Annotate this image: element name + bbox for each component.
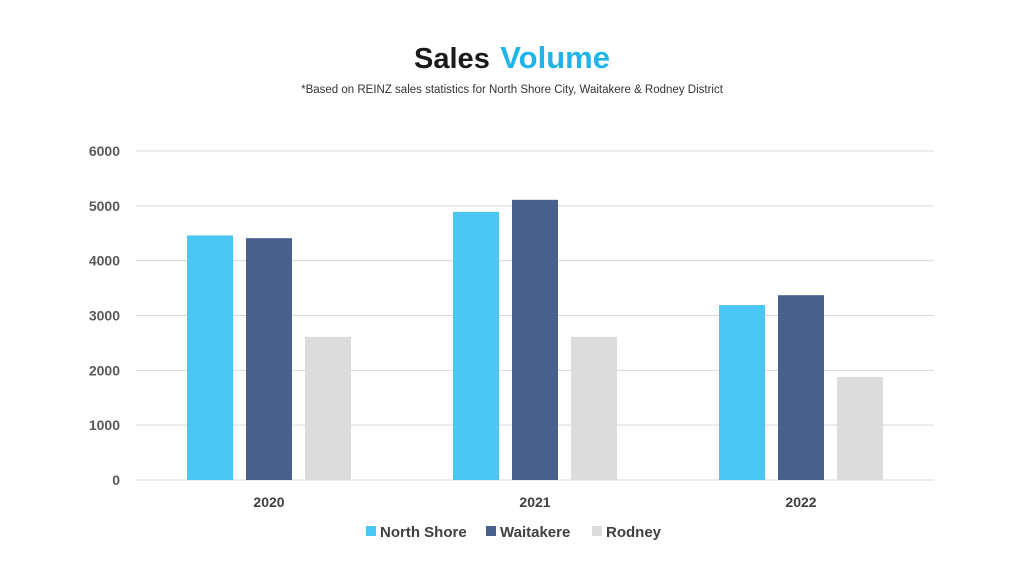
- y-tick-label: 3000: [89, 308, 120, 324]
- bar-rodney-2020: [305, 336, 351, 480]
- bars: [187, 199, 883, 481]
- chart-title-part1: Sales: [414, 43, 490, 75]
- x-axis-ticks: 2020 2021 2022: [253, 494, 816, 510]
- legend-swatch-north-shore: [366, 526, 376, 536]
- y-tick-label: 6000: [89, 143, 120, 159]
- legend: North Shore Waitakere Rodney: [366, 524, 662, 541]
- bar-north-shore-2022: [719, 305, 765, 480]
- bar-waitakere-2022: [778, 295, 824, 480]
- legend-swatch-waitakere: [486, 526, 496, 536]
- legend-label-north-shore: North Shore: [380, 524, 467, 541]
- legend-label-rodney: Rodney: [606, 524, 662, 541]
- y-tick-label: 1000: [89, 417, 120, 433]
- chart-title: Sales Volume: [414, 40, 610, 75]
- bar-north-shore-2020: [187, 235, 233, 480]
- y-tick-label: 4000: [89, 253, 120, 269]
- x-tick-label: 2020: [253, 494, 284, 510]
- y-tick-label: 0: [112, 472, 120, 488]
- y-tick-label: 2000: [89, 362, 120, 378]
- chart-subtitle: *Based on REINZ sales statistics for Nor…: [301, 84, 724, 96]
- bar-waitakere-2020: [246, 238, 292, 480]
- x-tick-label: 2022: [785, 494, 816, 510]
- bar-north-shore-2021: [453, 211, 499, 481]
- bar-rodney-2022: [837, 376, 883, 480]
- x-tick-label: 2021: [519, 494, 550, 510]
- bar-waitakere-2021: [512, 199, 558, 480]
- legend-swatch-rodney: [592, 526, 602, 536]
- legend-label-waitakere: Waitakere: [500, 524, 570, 541]
- y-tick-label: 5000: [89, 198, 120, 214]
- chart-title-part2: Volume: [500, 40, 610, 75]
- y-axis-ticks: 0 1000 2000 3000 4000 5000 6000: [89, 143, 120, 488]
- bar-rodney-2021: [571, 336, 617, 480]
